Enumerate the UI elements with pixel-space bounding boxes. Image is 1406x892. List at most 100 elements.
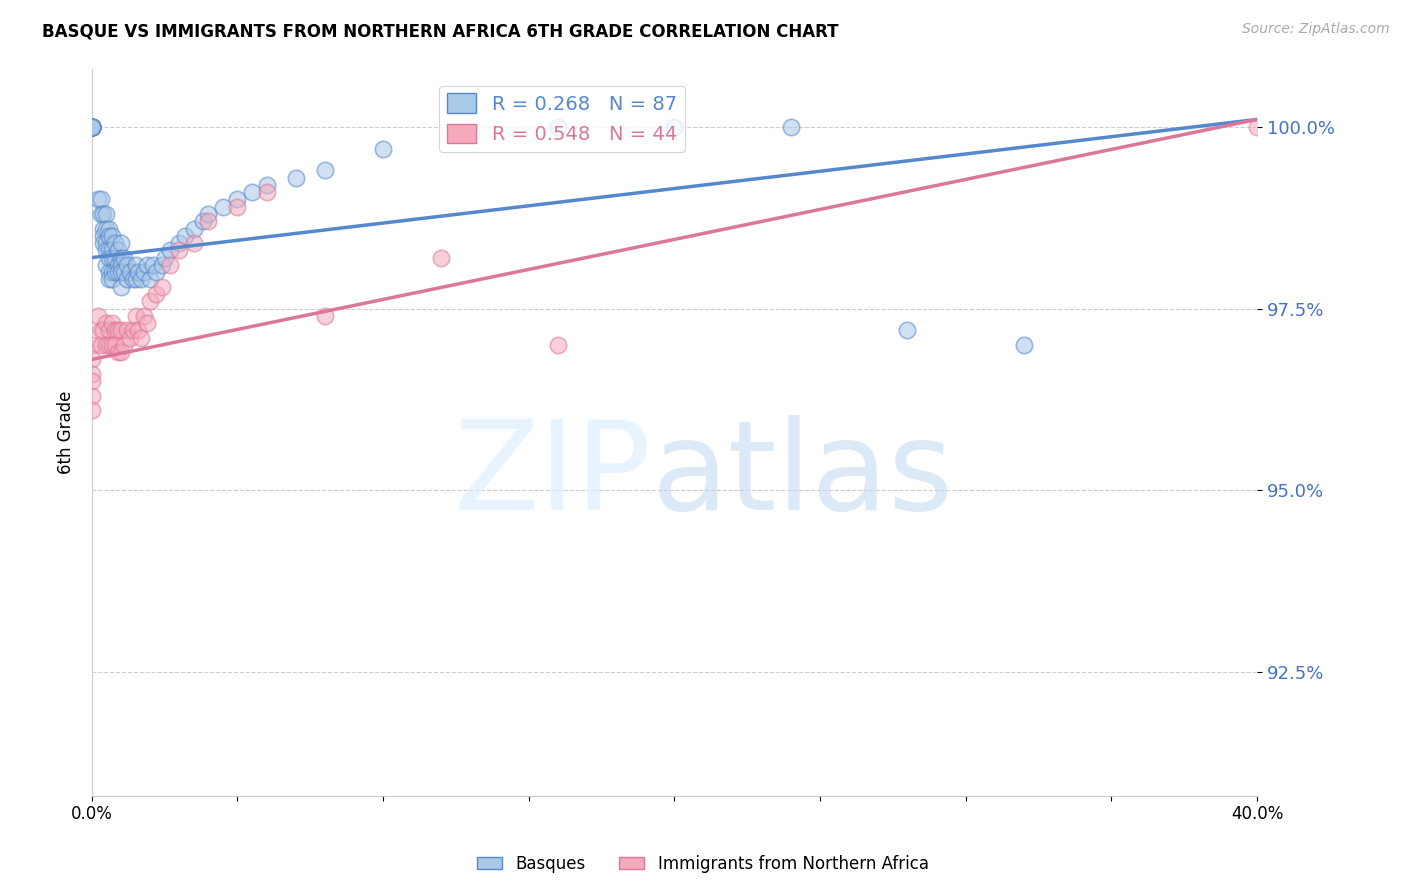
Point [167, 235, 190, 250]
Point [80, 120, 103, 134]
Point [167, 244, 190, 258]
Point [547, 120, 569, 134]
Point [159, 244, 181, 258]
Point [104, 235, 127, 250]
Point [118, 330, 141, 344]
Point [96, 221, 118, 235]
Point [104, 251, 127, 265]
Point [110, 251, 132, 265]
Point [93, 228, 115, 243]
Text: atlas: atlas [651, 416, 953, 536]
Point [107, 258, 129, 272]
Point [150, 258, 173, 272]
Point [124, 272, 146, 286]
Point [183, 221, 205, 235]
Point [80, 120, 103, 134]
Point [212, 200, 235, 214]
Point [80, 120, 103, 134]
Point [80, 367, 103, 381]
Point [139, 294, 162, 309]
Point [110, 265, 132, 279]
Point [127, 265, 149, 279]
Point [115, 323, 138, 337]
Point [101, 244, 124, 258]
Point [373, 141, 395, 155]
Point [96, 207, 118, 221]
Point [112, 251, 135, 265]
Point [80, 120, 103, 134]
Point [80, 374, 103, 388]
Point [107, 265, 129, 279]
Point [153, 251, 176, 265]
Point [104, 338, 127, 352]
Point [1012, 338, 1035, 352]
Point [96, 316, 118, 330]
Point [104, 265, 127, 279]
Point [191, 214, 214, 228]
Point [96, 235, 118, 250]
Point [150, 279, 173, 293]
Point [159, 258, 181, 272]
Point [115, 258, 138, 272]
Point [134, 265, 156, 279]
Point [98, 221, 121, 235]
Point [780, 120, 803, 134]
Point [112, 265, 135, 279]
Point [124, 309, 146, 323]
Point [240, 185, 263, 199]
Point [101, 272, 124, 286]
Point [131, 272, 153, 286]
Point [174, 228, 197, 243]
Point [86, 309, 108, 323]
Point [226, 193, 249, 207]
Point [115, 272, 138, 286]
Point [460, 127, 482, 141]
Legend: Basques, Immigrants from Northern Africa: Basques, Immigrants from Northern Africa [471, 848, 935, 880]
Point [98, 323, 121, 337]
Text: ZIP: ZIP [453, 416, 651, 536]
Point [93, 323, 115, 337]
Y-axis label: 6th Grade: 6th Grade [58, 391, 75, 474]
Point [430, 251, 453, 265]
Point [96, 338, 118, 352]
Point [314, 309, 336, 323]
Point [134, 309, 156, 323]
Point [110, 279, 132, 293]
Point [98, 244, 121, 258]
Point [547, 338, 569, 352]
Point [80, 403, 103, 417]
Point [90, 193, 112, 207]
Point [124, 258, 146, 272]
Point [93, 207, 115, 221]
Point [98, 338, 121, 352]
Point [142, 258, 165, 272]
Point [98, 272, 121, 286]
Point [197, 214, 219, 228]
Point [101, 316, 124, 330]
Point [90, 323, 112, 337]
Point [96, 258, 118, 272]
Point [80, 120, 103, 134]
Point [1246, 120, 1268, 134]
Point [136, 316, 159, 330]
Point [896, 323, 918, 337]
Point [80, 352, 103, 367]
Point [145, 287, 167, 301]
Point [101, 251, 124, 265]
Legend: R = 0.268   N = 87, R = 0.548   N = 44: R = 0.268 N = 87, R = 0.548 N = 44 [440, 86, 685, 152]
Point [80, 120, 103, 134]
Text: Source: ZipAtlas.com: Source: ZipAtlas.com [1241, 22, 1389, 37]
Point [664, 120, 686, 134]
Point [121, 272, 143, 286]
Point [101, 228, 124, 243]
Point [96, 244, 118, 258]
Point [110, 323, 132, 337]
Point [90, 338, 112, 352]
Point [107, 244, 129, 258]
Point [118, 265, 141, 279]
Point [183, 235, 205, 250]
Point [110, 345, 132, 359]
Point [104, 323, 127, 337]
Point [112, 338, 135, 352]
Point [256, 178, 278, 192]
